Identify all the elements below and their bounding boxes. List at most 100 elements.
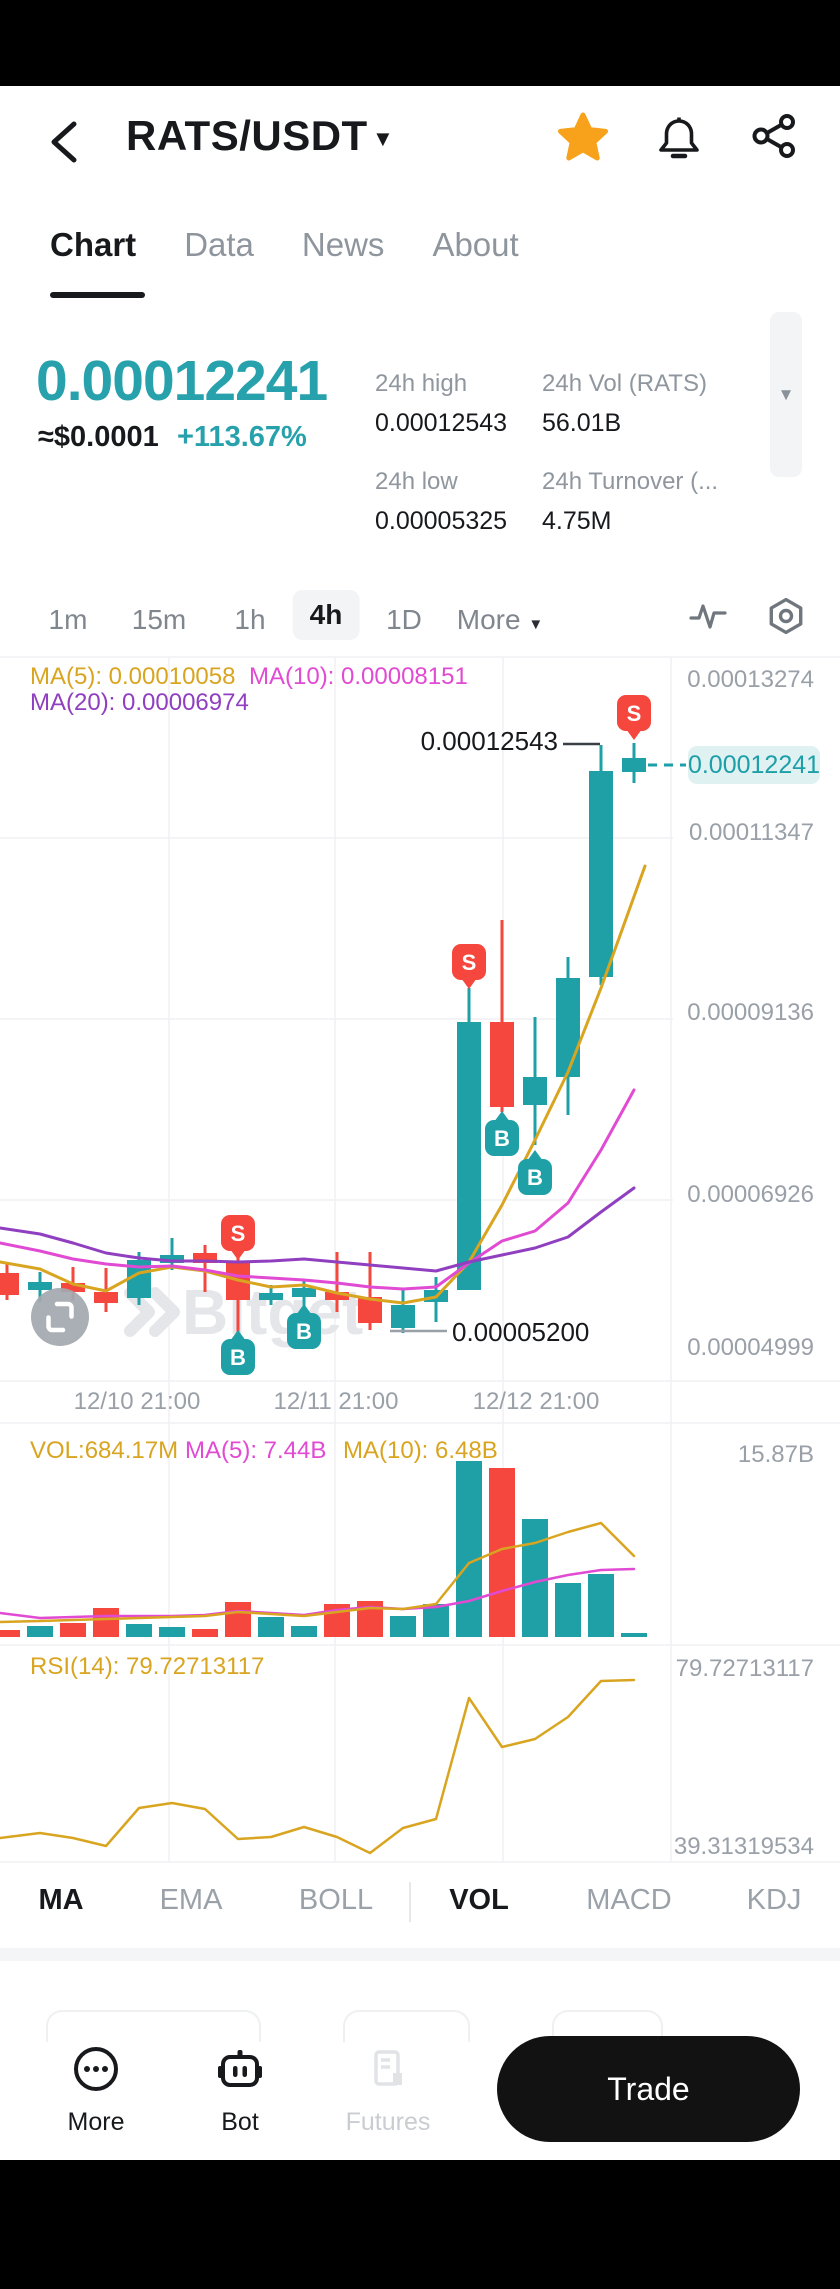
candle-body bbox=[160, 1255, 184, 1263]
timeframe-1m[interactable]: 1m bbox=[48, 604, 88, 635]
favorite-button[interactable] bbox=[558, 112, 608, 162]
tab-about[interactable]: About bbox=[432, 226, 519, 263]
more-label[interactable]: More bbox=[67, 2108, 125, 2136]
ma-line bbox=[0, 1186, 636, 1273]
chart-legend: MA(10): 0.00008151 bbox=[249, 663, 468, 690]
bot-label[interactable]: Bot bbox=[221, 2108, 259, 2136]
last-price-tag bbox=[688, 746, 820, 784]
chart-legend: MA(5): 0.00010058 bbox=[30, 663, 235, 690]
chart-style-button[interactable] bbox=[689, 600, 727, 632]
trade-marker-letter: S bbox=[627, 701, 642, 726]
tab-data[interactable]: Data bbox=[184, 226, 254, 263]
alerts-button[interactable] bbox=[654, 113, 704, 163]
trade-marker bbox=[221, 1339, 255, 1375]
candle-body bbox=[61, 1283, 85, 1292]
volume-bar bbox=[621, 1633, 647, 1637]
price-chart[interactable]: BitgetSBBSBBS0.000125430.000052000.00012… bbox=[0, 650, 840, 1866]
more-label: More bbox=[456, 604, 521, 635]
rsi-line bbox=[0, 1678, 636, 1855]
pair-title[interactable]: RATS/USDT bbox=[126, 112, 368, 159]
volume-bar bbox=[192, 1629, 218, 1637]
card-peek bbox=[552, 2010, 663, 2042]
chart-legend: MA(20): 0.00006974 bbox=[30, 689, 249, 716]
last-price-tag-text: 0.00012241 bbox=[688, 751, 820, 779]
trade-marker bbox=[452, 944, 486, 980]
volume-bar bbox=[60, 1623, 86, 1637]
section-separator bbox=[0, 1948, 840, 1961]
chart-legend: MA(10): 6.48B bbox=[343, 1437, 498, 1464]
chevron-down-icon: ▼ bbox=[777, 384, 795, 404]
candle-body bbox=[490, 1022, 514, 1107]
volume-ma-line bbox=[0, 1567, 636, 1620]
chart-fullscreen-button[interactable] bbox=[31, 1288, 89, 1346]
volume-bar bbox=[159, 1627, 185, 1637]
indicator-ema[interactable]: EMA bbox=[159, 1884, 223, 1916]
bell-icon bbox=[659, 119, 699, 152]
back-chevron-icon bbox=[51, 121, 77, 163]
chart-legend: RSI(14): 79.72713117 bbox=[30, 1653, 264, 1680]
indicator-boll[interactable]: BOLL bbox=[298, 1884, 374, 1916]
ticker-expand-button[interactable]: ▼ bbox=[770, 312, 802, 477]
candle-body bbox=[292, 1288, 316, 1297]
candle-body bbox=[325, 1292, 349, 1300]
low-annotation-label: 0.00005200 bbox=[452, 1317, 589, 1347]
back-button[interactable] bbox=[44, 116, 84, 168]
gear-icon bbox=[769, 598, 803, 634]
candle-body bbox=[259, 1293, 283, 1300]
futures-label[interactable]: Futures bbox=[345, 2108, 431, 2136]
x-axis-label: 12/12 21:00 bbox=[473, 1388, 600, 1415]
trade-marker bbox=[485, 1120, 519, 1156]
timeframe-row: 1m 15m 1h 4h 1D More ▼ bbox=[0, 575, 840, 655]
stat-label: 24h Vol (RATS) bbox=[542, 370, 707, 397]
trade-marker-letter: S bbox=[231, 1221, 246, 1246]
timeframe-1h[interactable]: 1h bbox=[234, 604, 266, 635]
timeframe-1d[interactable]: 1D bbox=[386, 604, 422, 635]
indicator-divider bbox=[409, 1882, 411, 1922]
indicator-macd[interactable]: MACD bbox=[586, 1884, 672, 1916]
trade-marker-letter: B bbox=[296, 1319, 312, 1344]
y-axis-label: 0.00013274 bbox=[687, 666, 814, 693]
trade-button[interactable]: Trade bbox=[497, 2036, 800, 2142]
trade-marker-tail bbox=[626, 729, 642, 740]
trade-marker-tail bbox=[494, 1111, 510, 1122]
share-button[interactable] bbox=[751, 112, 799, 160]
tab-chart[interactable]: Chart bbox=[50, 226, 137, 263]
trade-marker-tail bbox=[296, 1304, 312, 1315]
x-axis-label: 12/10 21:00 bbox=[74, 1388, 201, 1415]
indicator-vol[interactable]: VOL bbox=[449, 1884, 509, 1916]
indicator-ma[interactable]: MA bbox=[38, 1884, 84, 1916]
candle-body bbox=[589, 771, 613, 977]
futures-button[interactable] bbox=[364, 2045, 412, 2093]
watermark-logo-icon bbox=[124, 1287, 180, 1337]
pair-caret-icon[interactable]: ▼ bbox=[372, 126, 394, 151]
x-axis-label: 12/11 21:00 bbox=[273, 1388, 398, 1415]
robot-icon bbox=[218, 2050, 262, 2087]
trade-marker-tail bbox=[527, 1150, 543, 1161]
trade-marker-letter: S bbox=[462, 950, 477, 975]
timeframe-15m[interactable]: 15m bbox=[131, 604, 187, 635]
stat-label: 24h high bbox=[375, 370, 468, 397]
timeframe-more[interactable]: More ▼ bbox=[457, 604, 543, 636]
volume-bar bbox=[0, 1630, 20, 1637]
stat-value: 56.01B bbox=[542, 409, 622, 437]
more-button[interactable] bbox=[72, 2045, 120, 2093]
bot-button[interactable] bbox=[216, 2045, 264, 2093]
volume-bar bbox=[390, 1616, 416, 1637]
status-bar bbox=[0, 0, 840, 86]
volume-bar bbox=[588, 1574, 614, 1637]
volume-bar bbox=[456, 1461, 482, 1637]
volume-bar bbox=[27, 1626, 53, 1637]
trade-marker-letter: B bbox=[527, 1165, 543, 1190]
price-change: +113.67% bbox=[177, 421, 307, 453]
y-axis-label: 0.00009136 bbox=[687, 999, 814, 1026]
tab-news[interactable]: News bbox=[301, 226, 385, 263]
candle-body bbox=[523, 1077, 547, 1105]
timeframe-4h[interactable]: 4h bbox=[292, 590, 360, 640]
indicator-tabs: MA EMA BOLL VOL MACD KDJ bbox=[0, 1876, 840, 1928]
chart-settings-button[interactable] bbox=[768, 598, 804, 634]
ma-line bbox=[0, 1088, 636, 1291]
candle-body bbox=[0, 1273, 19, 1295]
indicator-kdj[interactable]: KDJ bbox=[746, 1884, 802, 1916]
volume-bar bbox=[93, 1608, 119, 1637]
